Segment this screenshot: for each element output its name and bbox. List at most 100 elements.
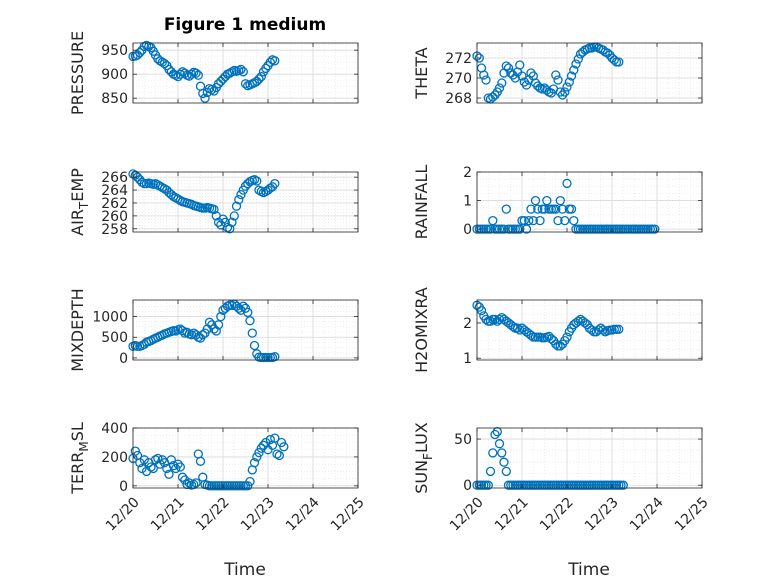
data-point — [236, 64, 246, 75]
data-point — [254, 185, 264, 195]
data-point — [261, 63, 271, 74]
data-point — [270, 352, 280, 362]
data-point — [614, 324, 624, 334]
data-point — [530, 195, 541, 206]
data-point — [256, 71, 266, 82]
axes-box — [476, 171, 703, 233]
y-axis-label: RAINFALL — [412, 165, 431, 240]
data-point — [270, 178, 280, 189]
data-point — [546, 334, 556, 344]
data-point — [168, 460, 179, 471]
axes-box — [132, 42, 359, 104]
data-point — [225, 68, 235, 78]
y-tick-label: 258 — [101, 222, 128, 238]
x-tick-label: 12/25 — [672, 494, 712, 534]
y-axis-label: TERRMSL — [68, 422, 91, 495]
data-point — [252, 452, 262, 462]
axes-box — [132, 427, 359, 489]
data-point — [562, 332, 572, 342]
y-tick-label: 1000 — [92, 310, 128, 326]
data-point — [191, 68, 201, 78]
x-tick-label: 12/23 — [238, 494, 278, 534]
data-point — [166, 455, 176, 465]
data-point — [533, 204, 543, 214]
data-point — [555, 341, 565, 351]
data-point — [571, 59, 581, 69]
data-point — [485, 466, 496, 477]
data-point — [485, 224, 496, 234]
y-tick-label: 1 — [463, 194, 472, 210]
y-tick-label: 266 — [101, 170, 128, 186]
y-tick-label: 0 — [119, 479, 128, 495]
y-axis-label: SUNFLUX — [412, 422, 435, 494]
data-point — [173, 459, 183, 469]
y-tick-label: 900 — [101, 67, 128, 83]
y-tick-label: 0 — [119, 351, 128, 367]
data-point — [483, 480, 493, 490]
y-axis-label: H2OMIXRA — [412, 287, 431, 373]
data-point — [551, 204, 561, 214]
x-tick-label: 12/25 — [328, 494, 368, 534]
data-point — [488, 215, 498, 226]
data-point — [270, 56, 280, 66]
data-point — [528, 215, 538, 226]
data-point — [521, 80, 532, 90]
x-tick-label: 12/21 — [148, 494, 188, 534]
data-point — [497, 78, 507, 88]
data-point — [254, 447, 264, 458]
data-point — [494, 83, 505, 93]
data-point — [216, 311, 226, 322]
data-point — [490, 429, 500, 440]
y-tick-label: 260 — [101, 209, 128, 225]
y-axis-label: MIXDEPTH — [68, 288, 87, 371]
data-point — [238, 301, 248, 311]
y-tick-label: 270 — [445, 71, 472, 87]
data-point — [159, 58, 170, 69]
axes-box — [476, 299, 703, 361]
data-point — [207, 84, 217, 95]
y-tick-label: 1 — [463, 351, 472, 367]
x-axis-label-left: Time — [223, 560, 266, 580]
data-point — [211, 326, 221, 336]
data-point — [245, 177, 255, 187]
data-point — [177, 472, 188, 482]
data-point — [157, 455, 167, 465]
data-point — [256, 443, 266, 453]
x-tick-label: 12/24 — [627, 494, 667, 534]
axes-box — [132, 171, 359, 233]
panel-pressure: 850 900 950 PRESSURE — [68, 31, 359, 115]
data-point — [485, 316, 496, 326]
y-tick-label: 262 — [101, 196, 128, 212]
y-tick-label: 264 — [101, 183, 128, 199]
data-point — [225, 224, 235, 234]
data-point — [238, 67, 248, 77]
y-tick-label: 50 — [454, 432, 472, 448]
data-point — [535, 215, 545, 226]
data-point — [562, 82, 572, 92]
data-point — [234, 195, 244, 205]
data-point — [566, 204, 577, 214]
axes-box — [476, 42, 703, 104]
data-point — [557, 204, 568, 214]
data-point — [503, 63, 514, 73]
panel-rainfall: 0 1 2 RAINFALL — [412, 165, 703, 240]
data-point — [551, 70, 561, 80]
data-point — [135, 47, 145, 58]
data-point — [650, 224, 660, 234]
data-point — [146, 462, 156, 472]
data-point — [168, 191, 179, 202]
y-axis-label: AIRTEMP — [68, 168, 91, 236]
data-point — [137, 177, 147, 187]
data-point — [515, 325, 525, 335]
data-point — [236, 189, 246, 200]
data-point — [204, 317, 215, 327]
axes-box — [476, 427, 703, 489]
data-point — [609, 55, 619, 65]
data-point — [155, 56, 165, 66]
x-tick-label: 12/23 — [582, 494, 622, 534]
data-point — [220, 217, 230, 227]
data-point — [148, 463, 158, 474]
data-point — [515, 224, 525, 234]
